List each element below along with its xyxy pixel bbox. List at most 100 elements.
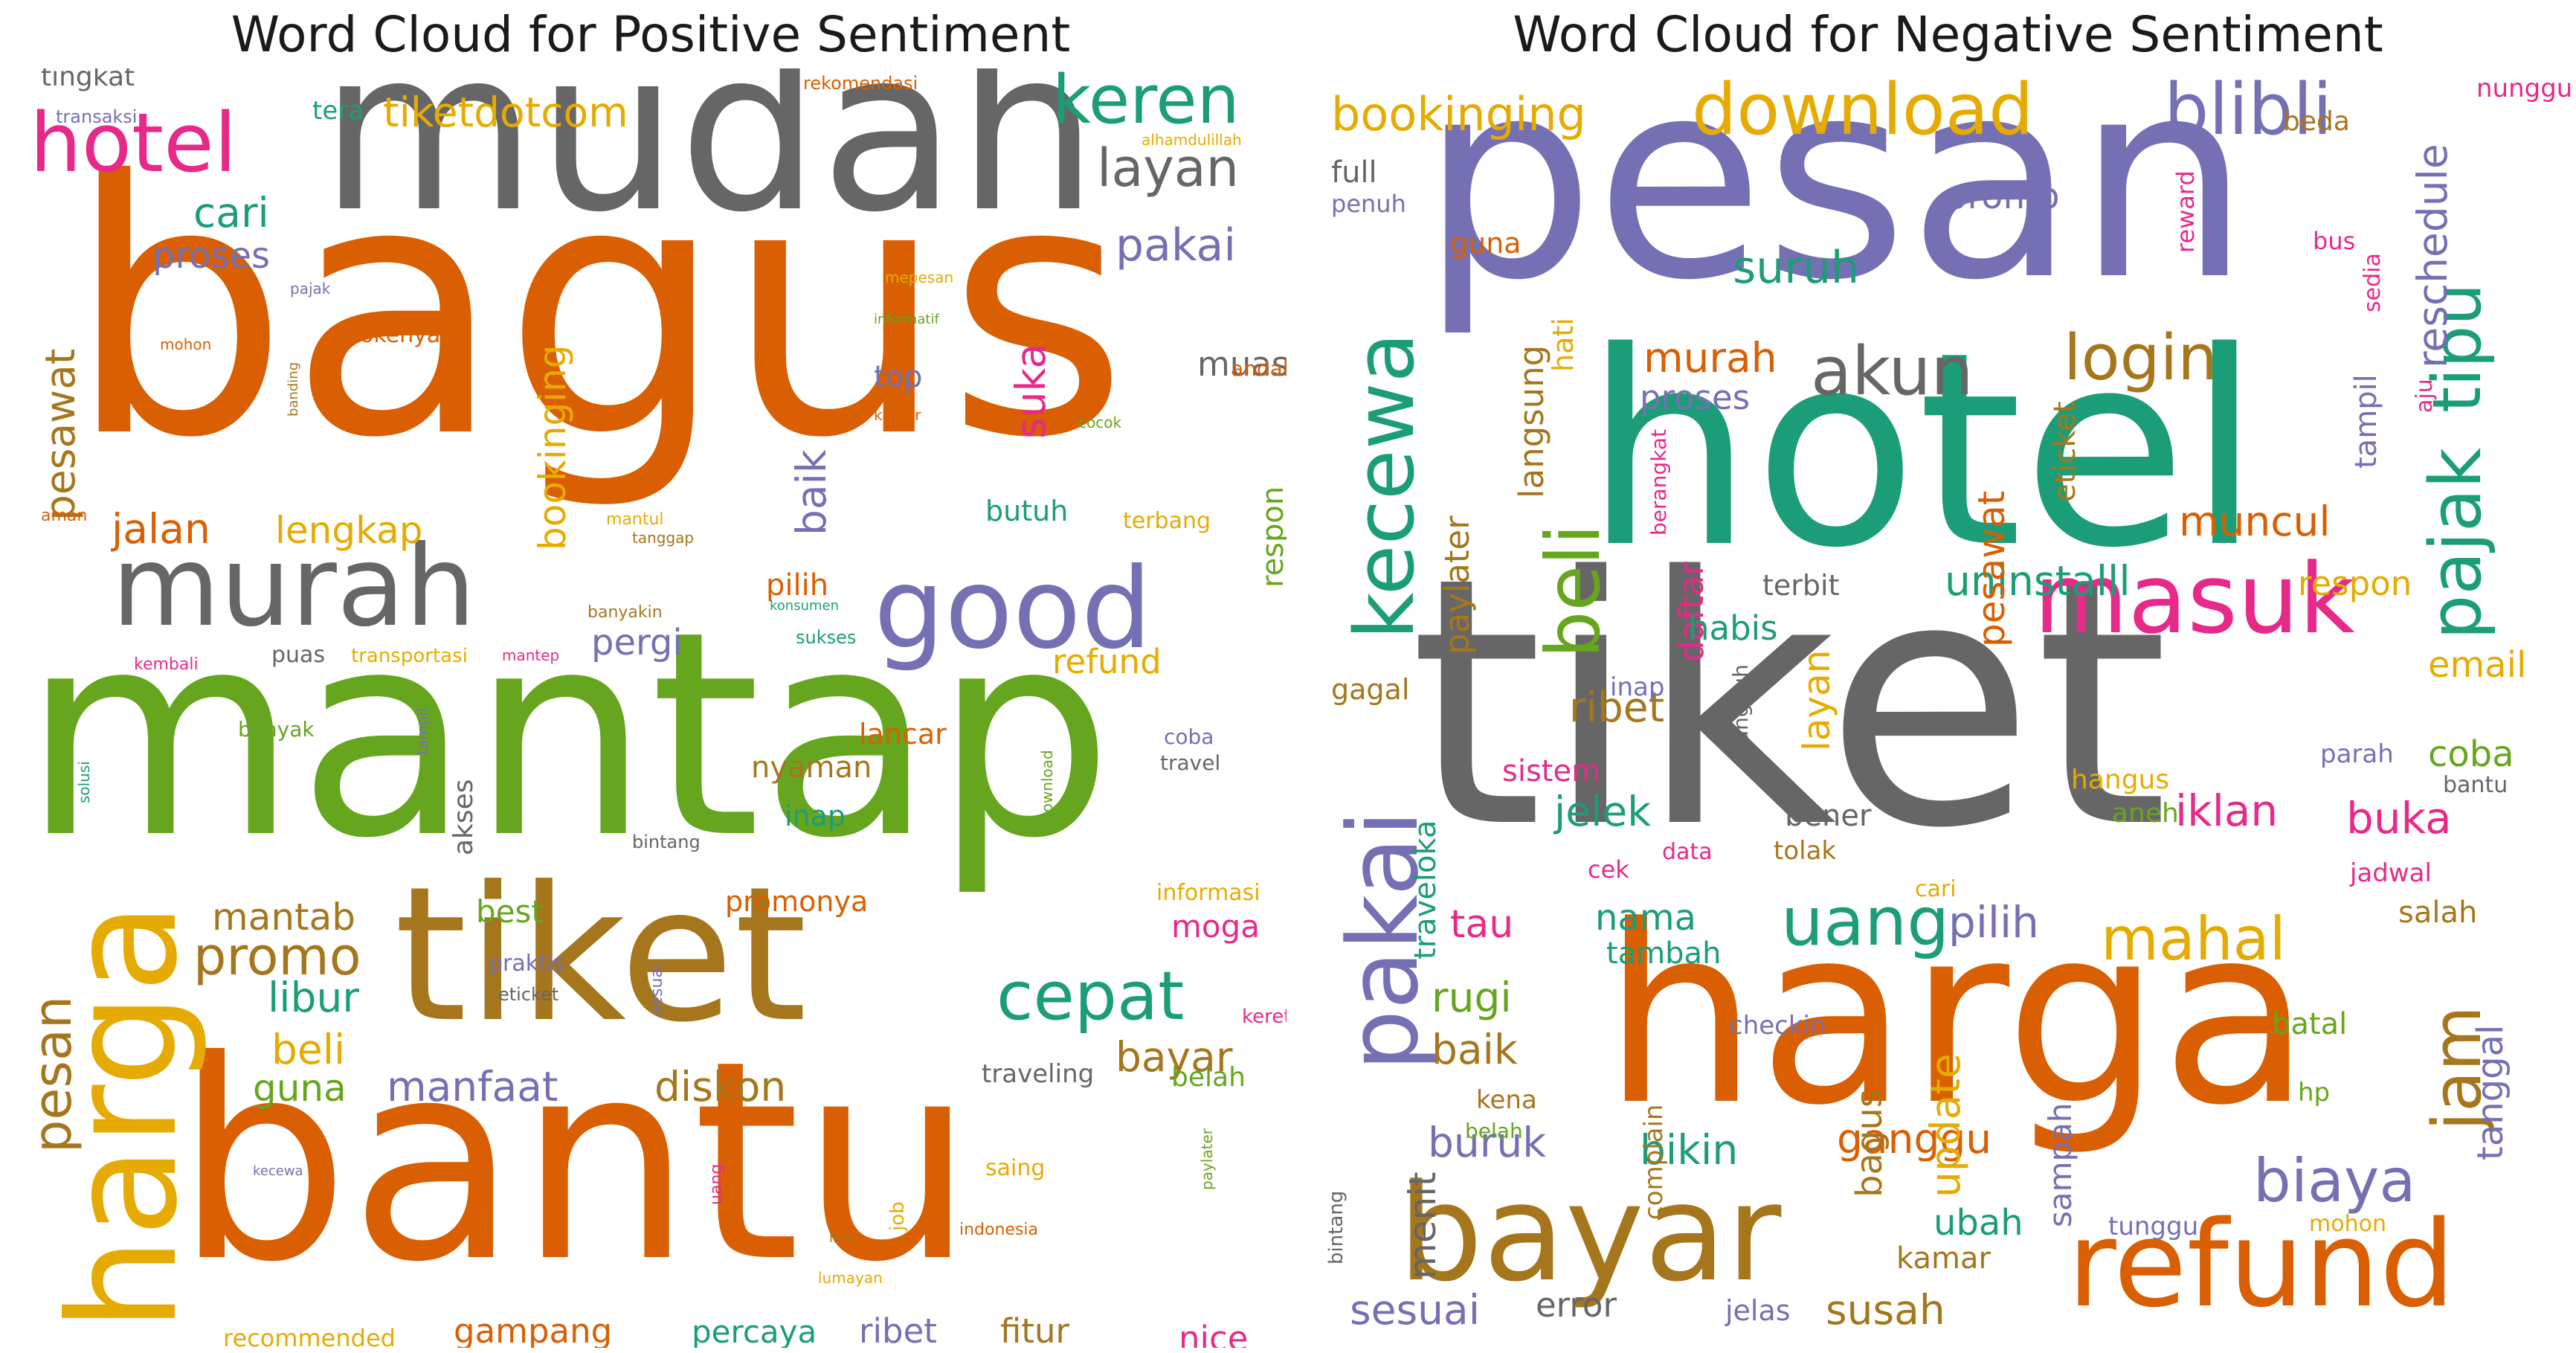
- word-mantul: mantul: [606, 510, 664, 529]
- word-eticket: eticket: [2048, 402, 2082, 502]
- word-promo: promo: [1945, 176, 2060, 217]
- word-eticket: eticket: [498, 984, 558, 1005]
- word-sistem: sistem: [1502, 754, 1600, 788]
- word-tunggu: tunggu: [2108, 1212, 2198, 1241]
- word-traveloka: traveloka: [1408, 820, 1443, 960]
- word-tampil: tampil: [413, 708, 431, 755]
- word-inap: inap: [785, 800, 846, 832]
- negative-panel: Word Cloud for Negative Sentiment tiket p…: [1320, 0, 2576, 1353]
- positive-word-cloud: bagus mantap bantu mudah tiket harga murah good…: [15, 68, 1287, 1348]
- word-maaf: maaf: [439, 1165, 477, 1183]
- word-masuk: masuk: [778, 118, 796, 167]
- word-tolak: tolak: [1774, 836, 1836, 866]
- word-promo: promo: [193, 926, 361, 987]
- word-pakai: pakai: [1327, 810, 1440, 1071]
- word-keren: keren: [1052, 68, 1240, 139]
- word-diskon: diskon: [654, 1063, 786, 1111]
- word-bantu: bantu: [2443, 772, 2508, 798]
- word-full: full: [1331, 155, 1377, 190]
- word-tanggap: tanggap: [632, 529, 694, 547]
- word-kembali: kembali: [134, 655, 199, 674]
- word-lancar: lancar: [859, 718, 947, 751]
- negative-word-cloud: tiket pesan hotel harga bayar refund masuk paka…: [1320, 68, 2576, 1348]
- word-aju: aju: [2412, 379, 2438, 413]
- word-pokenya: pokenya: [346, 322, 440, 348]
- word-coba: coba: [2428, 733, 2514, 775]
- word-best: best: [476, 893, 544, 930]
- word-fitur: fitur: [1000, 1311, 1070, 1348]
- word-kena: kena: [1476, 1085, 1537, 1115]
- word-nyaman: nyaman: [751, 751, 872, 785]
- word-hp: hp: [2298, 1078, 2330, 1108]
- word-gampang: gampang: [454, 1311, 612, 1348]
- word-banyakin: banyakin: [587, 603, 663, 622]
- word-pilih: pilih: [1948, 897, 2039, 948]
- word-pesawat: pesawat: [1970, 491, 2013, 647]
- word-beda: beda: [2283, 106, 2350, 137]
- word-recommended: recommended: [223, 1324, 396, 1348]
- word-sukses: sukses: [796, 627, 856, 648]
- word-nice: nice: [1179, 1319, 1248, 1348]
- word-cek: cek: [1588, 855, 1629, 884]
- word-baik: baik: [1432, 1026, 1518, 1073]
- word-bayar: bayar: [1115, 1033, 1233, 1081]
- word-jalan: jalan: [111, 505, 210, 553]
- word-blibli: blibli: [2164, 69, 2332, 151]
- word-terbit: terbit: [1762, 569, 1839, 602]
- word-tipu: tipu: [2418, 283, 2496, 413]
- word-gagal: gagal: [1331, 673, 1409, 706]
- word-paylater: paylater: [1437, 515, 1477, 655]
- word-uninstalll: uninstalll: [1945, 557, 2131, 605]
- negative-chart-title: Word Cloud for Negative Sentiment: [1513, 6, 2383, 63]
- word-pakai: pakai: [1115, 219, 1236, 271]
- word-pergi: pergi: [591, 622, 683, 663]
- word-ribet: ribet: [859, 1311, 937, 1348]
- word-proses: proses: [1640, 378, 1750, 417]
- word-guna: guna: [253, 1067, 347, 1110]
- word-muas: muas: [1197, 344, 1287, 384]
- word-transaksi: transaksi: [56, 106, 137, 127]
- word-beli: beli: [1530, 524, 1617, 658]
- word-travel: travel: [1160, 751, 1220, 775]
- word-coba: coba: [1164, 724, 1214, 749]
- word-jam: jam: [2418, 1006, 2496, 1132]
- word-bayar: bayar: [1398, 1156, 1781, 1311]
- word-cocok: cocok: [1078, 414, 1121, 431]
- word-solusi: solusi: [75, 761, 93, 803]
- word-batal: batal: [2272, 1007, 2347, 1041]
- word-bintang: bintang: [632, 832, 701, 852]
- word-kecewa: kecewa: [253, 1163, 303, 1179]
- word-lumayan: lumayan: [818, 1269, 883, 1287]
- word-mudah: mudah: [320, 68, 1098, 261]
- word-indonesia: indonesia: [959, 1221, 1038, 1239]
- word-cari: cari: [193, 189, 269, 237]
- word-inap: inap: [1610, 672, 1664, 702]
- word-paylater: paylater: [1198, 1128, 1216, 1190]
- word-kecewa: kecewa: [1337, 332, 1432, 640]
- word-belah: belah: [1465, 1119, 1523, 1143]
- word-mepesan: mepesan: [885, 269, 953, 286]
- word-andal: andal: [1231, 356, 1287, 381]
- word-tambah: tambah: [1606, 936, 1721, 971]
- word-banyak: banyak: [238, 717, 315, 742]
- word-akun: akun: [1811, 332, 1974, 411]
- word-akses: akses: [448, 779, 479, 855]
- word-suka: suka: [1007, 344, 1054, 439]
- word-uang: uang: [1781, 883, 1949, 961]
- word-informasi: informasi: [1156, 880, 1260, 906]
- word-tanggal: tanggal: [2470, 1025, 2511, 1160]
- word-terbang: terbang: [1123, 508, 1211, 534]
- word-harga: harga: [37, 902, 210, 1331]
- word-masuk: masuk: [2034, 542, 2355, 655]
- word-bookinging: bookinging: [1331, 87, 1586, 141]
- word-nunggu: nunggu: [2476, 74, 2572, 103]
- word-tera: tera: [312, 96, 364, 126]
- word-login: login: [2064, 321, 2218, 395]
- word-layan: layan: [1795, 650, 1838, 751]
- word-sedia: sedia: [2360, 253, 2386, 312]
- word-tingkat: tingkat: [41, 68, 135, 92]
- word-tau: tau: [1450, 902, 1513, 947]
- word-job: job: [886, 1201, 909, 1232]
- word-beli: beli: [271, 1026, 345, 1073]
